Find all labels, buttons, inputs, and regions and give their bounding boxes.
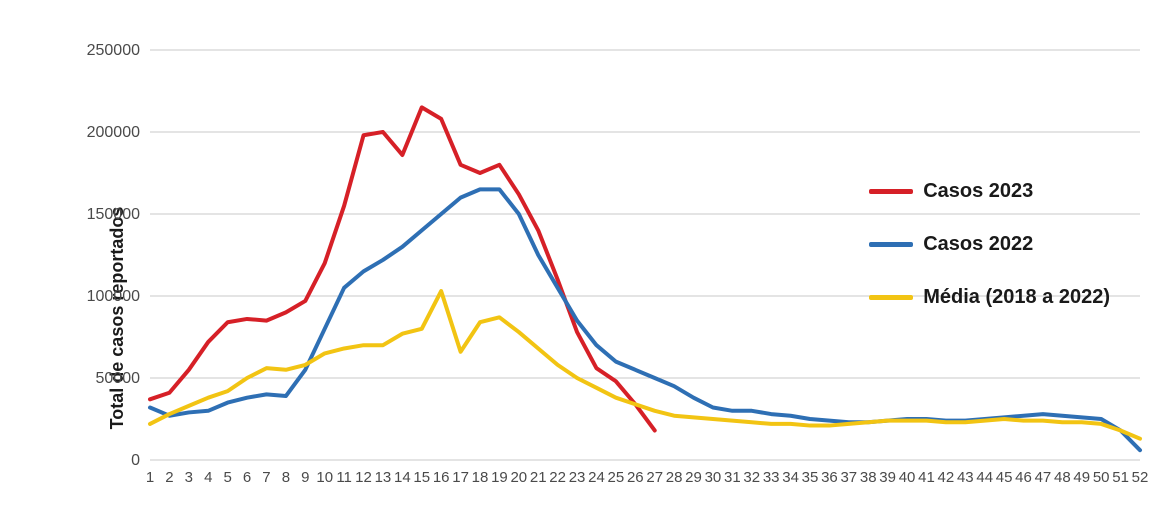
xtick-label: 13 [375,469,392,486]
xtick-label: 3 [185,469,193,486]
series-casos-2023 [150,107,655,430]
xtick-label: 46 [1015,469,1032,486]
xtick-label: 33 [763,469,780,486]
legend: Casos 2023 Casos 2022 Média (2018 a 2022) [869,180,1110,309]
xtick-label: 11 [336,469,352,486]
xtick-label: 6 [243,469,251,486]
xtick-label: 41 [918,469,935,486]
xtick-label: 9 [301,469,309,486]
xtick-label: 23 [569,469,586,486]
xtick-label: 22 [549,469,566,486]
legend-item-casos-2023: Casos 2023 [869,180,1110,203]
xtick-label: 35 [802,469,819,486]
xtick-label: 27 [646,469,663,486]
ytick-label: 50000 [96,370,141,387]
xtick-label: 21 [530,469,547,486]
xtick-label: 49 [1073,469,1090,486]
xtick-label: 47 [1035,469,1052,486]
xtick-label: 28 [666,469,683,486]
legend-label: Média (2018 a 2022) [923,286,1110,309]
xtick-label: 1 [146,469,154,486]
xtick-label: 12 [355,469,372,486]
legend-swatch [869,295,913,300]
xtick-label: 36 [821,469,838,486]
xtick-label: 31 [724,469,741,486]
xtick-label: 43 [957,469,974,486]
xtick-label: 38 [860,469,877,486]
xtick-label: 24 [588,469,605,486]
legend-item-casos-2022: Casos 2022 [869,233,1110,256]
xtick-label: 14 [394,469,411,486]
xtick-label: 16 [433,469,450,486]
xtick-label: 25 [608,469,625,486]
xtick-label: 37 [840,469,857,486]
xtick-label: 52 [1132,469,1149,486]
legend-label: Casos 2022 [923,233,1033,256]
ytick-label: 150000 [87,206,140,223]
legend-label: Casos 2023 [923,180,1033,203]
xtick-label: 2 [165,469,173,486]
xtick-label: 17 [452,469,469,486]
xtick-label: 32 [743,469,760,486]
xtick-label: 44 [976,469,993,486]
legend-swatch [869,242,913,247]
xtick-label: 42 [938,469,955,486]
xtick-label: 48 [1054,469,1071,486]
xtick-label: 39 [879,469,896,486]
legend-swatch [869,189,913,194]
ytick-label: 200000 [87,124,140,141]
ytick-label: 250000 [87,42,140,59]
chart-container: Total de casos reportados 05000010000015… [0,0,1170,530]
xtick-label: 18 [472,469,489,486]
xtick-label: 26 [627,469,644,486]
ytick-label: 0 [131,452,140,469]
xtick-label: 5 [223,469,231,486]
xtick-label: 30 [705,469,722,486]
ytick-label: 100000 [87,288,140,305]
xtick-label: 45 [996,469,1013,486]
xtick-label: 8 [282,469,290,486]
xtick-label: 15 [413,469,430,486]
xtick-label: 29 [685,469,702,486]
xtick-label: 34 [782,469,799,486]
xtick-label: 50 [1093,469,1110,486]
xtick-label: 20 [510,469,527,486]
xtick-label: 10 [316,469,333,486]
xtick-label: 7 [262,469,270,486]
xtick-label: 51 [1112,469,1129,486]
legend-item-media-2018-2022: Média (2018 a 2022) [869,286,1110,309]
xtick-label: 4 [204,469,212,486]
xtick-label: 40 [899,469,916,486]
xtick-label: 19 [491,469,508,486]
